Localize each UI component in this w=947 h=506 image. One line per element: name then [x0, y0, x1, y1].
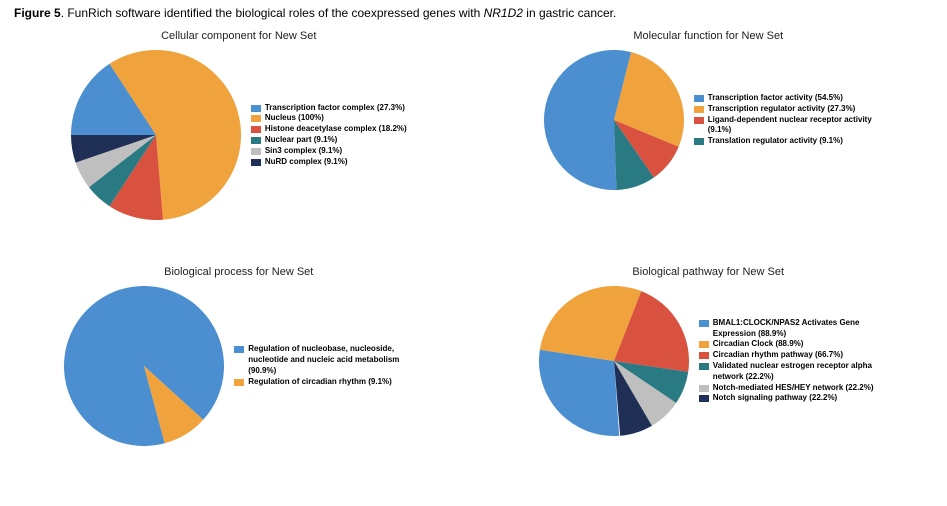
- legend-item: Nuclear part (9.1%): [251, 135, 407, 146]
- legend-item: Regulation of nucleobase, nucleoside, nu…: [234, 344, 413, 376]
- pie-chart-molecular_function: [544, 50, 684, 190]
- legend-swatch: [251, 159, 261, 166]
- legend-swatch: [694, 117, 704, 124]
- legend-cellular_component: Transcription factor complex (27.3%)Nucl…: [251, 103, 407, 168]
- panel-biological_pathway: Biological pathway for New Set BMAL1:CLOC…: [484, 266, 934, 490]
- legend-swatch: [699, 320, 709, 327]
- legend-label: Transcription regulator activity (27.3%): [708, 104, 856, 115]
- pie-chart-cellular_component: [71, 50, 241, 220]
- legend-label: Transcription factor activity (54.5%): [708, 93, 843, 104]
- panel-title: Cellular component for New Set: [161, 30, 316, 42]
- legend-item: Nucleus (100%): [251, 113, 407, 124]
- legend-swatch: [699, 385, 709, 392]
- legend-swatch: [699, 395, 709, 402]
- legend-label: Notch-mediated HES/HEY network (22.2%): [713, 383, 874, 394]
- legend-item: Circadian Clock (88.9%): [699, 339, 878, 350]
- legend-swatch: [251, 137, 261, 144]
- legend-item: Notch signaling pathway (22.2%): [699, 393, 878, 404]
- legend-label: Regulation of nucleobase, nucleoside, nu…: [248, 344, 413, 376]
- chart-row: Transcription factor activity (54.5%)Tra…: [484, 50, 934, 190]
- panel-biological_process: Biological process for New Set Regulation…: [14, 266, 464, 490]
- legend-swatch: [251, 126, 261, 133]
- legend-swatch: [694, 138, 704, 145]
- legend-item: Translation regulator activity (9.1%): [694, 136, 873, 147]
- caption-italic: NR1D2: [484, 6, 523, 20]
- legend-label: Validated nuclear estrogen receptor alph…: [713, 361, 878, 383]
- panel-title: Biological process for New Set: [164, 266, 313, 278]
- legend-item: Transcription factor activity (54.5%): [694, 93, 873, 104]
- legend-item: Regulation of circadian rhythm (9.1%): [234, 377, 413, 388]
- legend-molecular_function: Transcription factor activity (54.5%)Tra…: [694, 93, 873, 147]
- legend-label: Regulation of circadian rhythm (9.1%): [248, 377, 392, 388]
- legend-label: Circadian rhythm pathway (66.7%): [713, 350, 843, 361]
- panel-cellular_component: Cellular component for New Set Transcript…: [14, 30, 464, 254]
- legend-label: Histone deacetylase complex (18.2%): [265, 124, 407, 135]
- legend-label: Ligand-dependent nuclear receptor activi…: [708, 115, 873, 137]
- legend-label: BMAL1:CLOCK/NPAS2 Activates Gene Express…: [713, 318, 878, 340]
- legend-swatch: [251, 148, 261, 155]
- panel-title: Biological pathway for New Set: [632, 266, 784, 278]
- figure-caption: Figure 5. FunRich software identified th…: [14, 6, 933, 20]
- legend-swatch: [699, 341, 709, 348]
- caption-text-2: in gastric cancer.: [523, 6, 616, 20]
- legend-item: Transcription factor complex (27.3%): [251, 103, 407, 114]
- legend-item: Sin3 complex (9.1%): [251, 146, 407, 157]
- chart-row: Transcription factor complex (27.3%)Nucl…: [14, 50, 464, 220]
- chart-row: BMAL1:CLOCK/NPAS2 Activates Gene Express…: [484, 286, 934, 436]
- legend-swatch: [694, 106, 704, 113]
- pie-chart-biological_pathway: [539, 286, 689, 436]
- legend-item: Circadian rhythm pathway (66.7%): [699, 350, 878, 361]
- pie-slice: [539, 350, 619, 436]
- caption-prefix: Figure 5: [14, 6, 61, 20]
- legend-item: Ligand-dependent nuclear receptor activi…: [694, 115, 873, 137]
- legend-label: Sin3 complex (9.1%): [265, 146, 342, 157]
- legend-label: Notch signaling pathway (22.2%): [713, 393, 837, 404]
- legend-swatch: [694, 95, 704, 102]
- legend-item: Transcription regulator activity (27.3%): [694, 104, 873, 115]
- legend-label: Transcription factor complex (27.3%): [265, 103, 405, 114]
- legend-swatch: [234, 379, 244, 386]
- legend-label: Nucleus (100%): [265, 113, 324, 124]
- legend-swatch: [251, 115, 261, 122]
- chart-row: Regulation of nucleobase, nucleoside, nu…: [14, 286, 464, 446]
- caption-text-1: . FunRich software identified the biolog…: [61, 6, 484, 20]
- legend-item: Validated nuclear estrogen receptor alph…: [699, 361, 878, 383]
- legend-item: Notch-mediated HES/HEY network (22.2%): [699, 383, 878, 394]
- legend-biological_pathway: BMAL1:CLOCK/NPAS2 Activates Gene Express…: [699, 318, 878, 404]
- legend-swatch: [234, 346, 244, 353]
- legend-item: BMAL1:CLOCK/NPAS2 Activates Gene Express…: [699, 318, 878, 340]
- legend-label: Translation regulator activity (9.1%): [708, 136, 843, 147]
- legend-label: NuRD complex (9.1%): [265, 157, 348, 168]
- legend-swatch: [251, 105, 261, 112]
- legend-label: Nuclear part (9.1%): [265, 135, 337, 146]
- legend-swatch: [699, 363, 709, 370]
- legend-swatch: [699, 352, 709, 359]
- charts-grid: Cellular component for New Set Transcript…: [14, 30, 933, 490]
- legend-label: Circadian Clock (88.9%): [713, 339, 804, 350]
- pie-chart-biological_process: [64, 286, 224, 446]
- legend-item: NuRD complex (9.1%): [251, 157, 407, 168]
- legend-biological_process: Regulation of nucleobase, nucleoside, nu…: [234, 344, 413, 387]
- legend-item: Histone deacetylase complex (18.2%): [251, 124, 407, 135]
- panel-molecular_function: Molecular function for New Set Transcript…: [484, 30, 934, 254]
- panel-title: Molecular function for New Set: [633, 30, 783, 42]
